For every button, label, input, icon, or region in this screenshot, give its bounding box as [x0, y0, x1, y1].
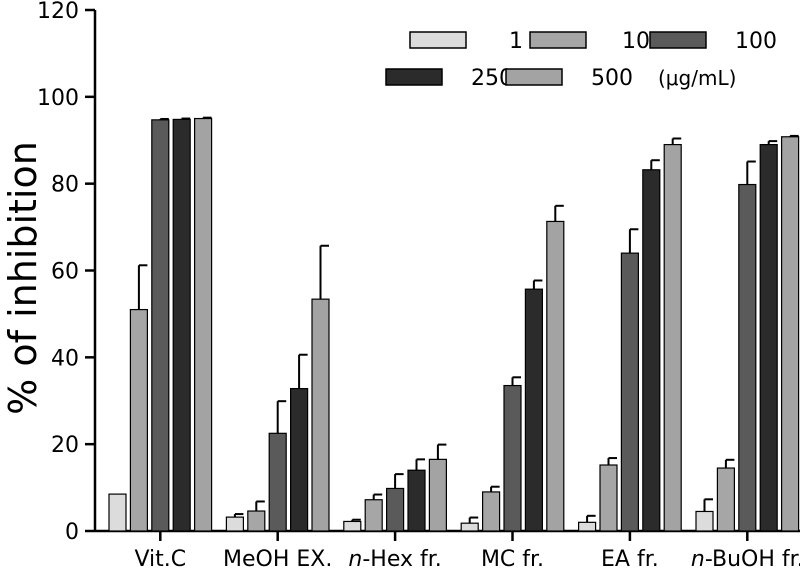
- legend-label: 10: [622, 29, 650, 54]
- bar: [407, 469, 426, 532]
- bar: [343, 520, 362, 532]
- legend-swatch: [649, 31, 707, 49]
- bar: [311, 298, 330, 532]
- x-tick-label: Vit.C: [134, 547, 186, 572]
- x-tick-label: n-BuOH fr.: [691, 547, 800, 572]
- bar: [151, 119, 170, 532]
- legend-swatch: [529, 31, 587, 49]
- x-tick-label: EA fr.: [601, 547, 659, 572]
- bar: [599, 464, 618, 532]
- bar: [225, 516, 244, 532]
- bar: [524, 288, 544, 532]
- axes: 0 20 40 60 80 100 120 Vit.C MeOH EX. n-Hex fr. MC …: [37, 0, 800, 572]
- legend-swatch: [505, 68, 563, 86]
- bar: [482, 491, 501, 532]
- bar: [780, 136, 800, 532]
- bar: [428, 458, 447, 532]
- bar: [268, 432, 287, 532]
- bar: [546, 220, 565, 532]
- legend-swatch: [385, 68, 443, 86]
- y-axis-label: % of inhibition: [1, 141, 45, 415]
- bars: [108, 116, 800, 532]
- bar: [503, 384, 522, 532]
- bar: [172, 118, 191, 532]
- x-tick-label: MeOH EX.: [223, 547, 332, 572]
- x-tick-label: MC fr.: [481, 547, 544, 572]
- y-tick-label: 20: [51, 433, 79, 458]
- bar: [695, 510, 714, 532]
- y-tick-label: 120: [37, 0, 79, 24]
- bar: [663, 143, 682, 532]
- bar: [364, 499, 383, 532]
- bar: [129, 308, 148, 532]
- legend-label: 500: [591, 66, 633, 91]
- bar: [716, 467, 736, 532]
- bar: [577, 521, 597, 532]
- bar: [460, 522, 479, 532]
- bar: [108, 493, 127, 532]
- y-tick-label: 60: [51, 260, 79, 285]
- legend-swatch: [409, 31, 467, 49]
- x-tick-label: n-Hex fr.: [348, 547, 441, 572]
- bar: [386, 487, 405, 532]
- bar: [759, 143, 778, 532]
- bar: [642, 169, 661, 532]
- bar: [290, 387, 309, 532]
- legend-label: 1: [509, 29, 523, 54]
- bar: [194, 117, 213, 532]
- y-tick-label: 100: [37, 86, 79, 111]
- y-tick-label: 0: [65, 520, 79, 545]
- legend-label: 100: [735, 29, 777, 54]
- y-tick-label: 80: [51, 173, 79, 198]
- y-tick-label: 40: [51, 346, 79, 371]
- legend-unit-label: (μg/mL): [658, 66, 736, 90]
- bar: [738, 183, 757, 532]
- bar: [247, 510, 266, 532]
- bar: [620, 252, 640, 532]
